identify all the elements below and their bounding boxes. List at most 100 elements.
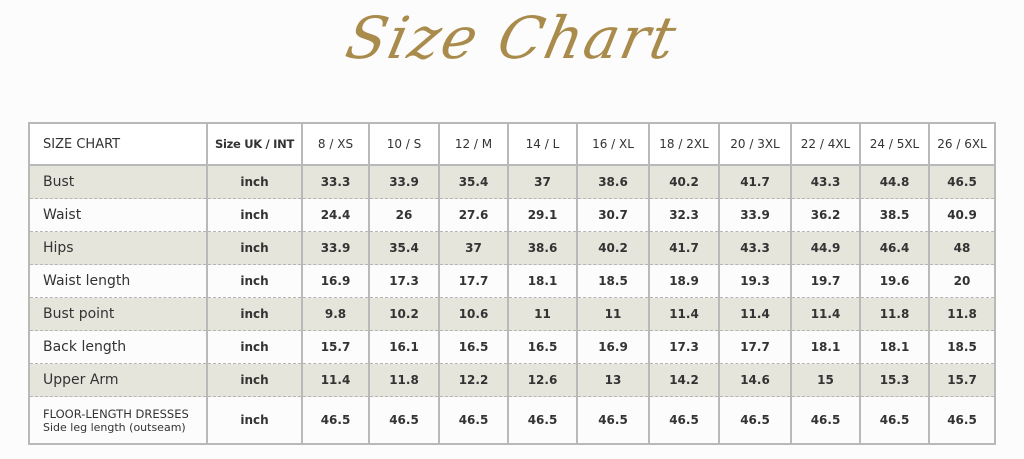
value-cell: 35.4 [368, 231, 440, 265]
value-cell: 11.4 [648, 297, 720, 331]
value-cell: 19.3 [718, 264, 792, 298]
size-header: 18 / 2XL [648, 123, 720, 166]
value-cell: 30.7 [576, 198, 650, 232]
unit-header: Size UK / INT [206, 123, 303, 166]
value-cell: 17.7 [718, 330, 792, 364]
value-cell: 33.9 [718, 198, 792, 232]
value-cell: 44.8 [859, 165, 930, 199]
value-cell: 46.5 [790, 396, 861, 444]
row-label: Waist [28, 198, 208, 232]
value-cell: 20 [928, 264, 996, 298]
size-header: 14 / L [507, 123, 578, 166]
value-cell: 15.7 [301, 330, 370, 364]
value-cell: 27.6 [438, 198, 509, 232]
size-header: 22 / 4XL [790, 123, 861, 166]
value-cell: 43.3 [790, 165, 861, 199]
value-cell: 17.3 [368, 264, 440, 298]
value-cell: 16.5 [507, 330, 578, 364]
value-cell: 33.3 [301, 165, 370, 199]
value-cell: 29.1 [507, 198, 578, 232]
value-cell: 46.5 [301, 396, 370, 444]
value-cell: 14.2 [648, 363, 720, 397]
row-label-main: FLOOR-LENGTH DRESSES [43, 406, 189, 421]
value-cell: 16.1 [368, 330, 440, 364]
value-cell: 46.5 [648, 396, 720, 444]
unit-cell: inch [206, 330, 303, 364]
size-header: 24 / 5XL [859, 123, 930, 166]
size-header: 16 / XL [576, 123, 650, 166]
value-cell: 15.3 [859, 363, 930, 397]
value-cell: 37 [507, 165, 578, 199]
value-cell: 18.1 [790, 330, 861, 364]
header-row: SIZE CHART Size UK / INT 8 / XS 10 / S 12 … [28, 123, 996, 166]
table-row: Waist length inch 16.9 17.3 17.7 18.1 18.5 18.9… [28, 264, 996, 298]
value-cell: 46.5 [368, 396, 440, 444]
value-cell: 44.9 [790, 231, 861, 265]
value-cell: 15 [790, 363, 861, 397]
value-cell: 18.1 [859, 330, 930, 364]
row-label: Waist length [28, 264, 208, 298]
unit-cell: inch [206, 264, 303, 298]
value-cell: 46.5 [928, 396, 996, 444]
value-cell: 41.7 [648, 231, 720, 265]
value-cell: 11.4 [718, 297, 792, 331]
value-cell: 16.9 [576, 330, 650, 364]
value-cell: 24.4 [301, 198, 370, 232]
value-cell: 10.2 [368, 297, 440, 331]
value-cell: 41.7 [718, 165, 792, 199]
value-cell: 10.6 [438, 297, 509, 331]
page-title: Size Chart [340, 4, 684, 72]
value-cell: 17.7 [438, 264, 509, 298]
size-header: 20 / 3XL [718, 123, 792, 166]
unit-cell: inch [206, 165, 303, 199]
value-cell: 37 [438, 231, 509, 265]
table-row: Bust inch 33.3 33.9 35.4 37 38.6 40.2 41.7 43.3 44… [28, 165, 996, 199]
value-cell: 40.2 [648, 165, 720, 199]
value-cell: 11.4 [790, 297, 861, 331]
value-cell: 26 [368, 198, 440, 232]
table-row: Waist inch 24.4 26 27.6 29.1 30.7 32.3 33.9 36.2 3… [28, 198, 996, 232]
value-cell: 38.6 [507, 231, 578, 265]
value-cell: 12.6 [507, 363, 578, 397]
value-cell: 16.5 [438, 330, 509, 364]
row-label: Upper Arm [28, 363, 208, 397]
value-cell: 18.9 [648, 264, 720, 298]
size-header: 26 / 6XL [928, 123, 996, 166]
value-cell: 11.8 [368, 363, 440, 397]
unit-cell: inch [206, 363, 303, 397]
value-cell: 9.8 [301, 297, 370, 331]
value-cell: 33.9 [301, 231, 370, 265]
size-header: 12 / M [438, 123, 509, 166]
row-label: Bust point [28, 297, 208, 331]
value-cell: 19.6 [859, 264, 930, 298]
size-header: 8 / XS [301, 123, 370, 166]
unit-cell: inch [206, 297, 303, 331]
value-cell: 40.2 [576, 231, 650, 265]
unit-cell: inch [206, 198, 303, 232]
unit-cell: inch [206, 396, 303, 444]
value-cell: 32.3 [648, 198, 720, 232]
value-cell: 15.7 [928, 363, 996, 397]
value-cell: 40.9 [928, 198, 996, 232]
row-label: FLOOR-LENGTH DRESSES Side leg length (out… [28, 396, 208, 444]
value-cell: 46.5 [859, 396, 930, 444]
value-cell: 33.9 [368, 165, 440, 199]
value-cell: 38.5 [859, 198, 930, 232]
value-cell: 46.4 [859, 231, 930, 265]
table-row: Back length inch 15.7 16.1 16.5 16.5 16.9 17.3 1… [28, 330, 996, 364]
unit-cell: inch [206, 231, 303, 265]
size-chart-table: SIZE CHART Size UK / INT 8 / XS 10 / S 12 … [28, 122, 996, 445]
value-cell: 38.6 [576, 165, 650, 199]
value-cell: 36.2 [790, 198, 861, 232]
value-cell: 46.5 [718, 396, 792, 444]
value-cell: 43.3 [718, 231, 792, 265]
value-cell: 48 [928, 231, 996, 265]
value-cell: 17.3 [648, 330, 720, 364]
table-row: FLOOR-LENGTH DRESSES Side leg length (out… [28, 396, 996, 444]
value-cell: 14.6 [718, 363, 792, 397]
corner-label: SIZE CHART [28, 123, 208, 166]
value-cell: 46.5 [507, 396, 578, 444]
row-label: Hips [28, 231, 208, 265]
table-row: Upper Arm inch 11.4 11.8 12.2 12.6 13 14.2 14.6 1… [28, 363, 996, 397]
value-cell: 11.4 [301, 363, 370, 397]
